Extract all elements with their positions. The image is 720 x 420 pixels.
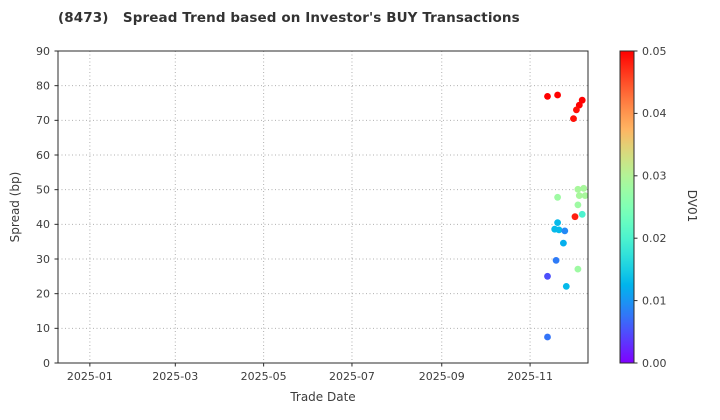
x-tick-label: 2025-11 (507, 370, 553, 383)
x-tick-label: 2025-01 (67, 370, 113, 383)
y-tick-label: 30 (36, 253, 50, 266)
y-tick-label: 20 (36, 287, 50, 300)
y-tick-label: 10 (36, 322, 50, 335)
colorbar-tick-label: 0.00 (642, 357, 667, 370)
colorbar-tick-label: 0.05 (642, 45, 667, 58)
colorbar-tick-label: 0.02 (642, 232, 667, 245)
colorbar (619, 50, 635, 364)
data-point (555, 226, 563, 234)
data-point (554, 91, 561, 99)
colorbar-label: DV01 (685, 189, 699, 223)
data-point (562, 283, 570, 290)
y-axis-label: Spread (bp) (8, 171, 22, 243)
colorbar-tick-label: 0.03 (642, 170, 667, 183)
data-point (571, 213, 579, 221)
colorbar-tick-label: 0.01 (642, 294, 667, 307)
data-point (574, 265, 582, 273)
plot-border (57, 50, 589, 364)
data-point (552, 257, 560, 264)
x-axis-label: Trade Date (290, 390, 356, 404)
y-tick-label: 40 (36, 218, 50, 231)
x-tick-label: 2025-07 (329, 370, 375, 383)
data-point (578, 210, 586, 218)
y-tick-label: 70 (36, 114, 50, 127)
data-point (574, 185, 582, 193)
chart-title: (8473) Spread Trend based on Investor's … (58, 10, 520, 26)
data-point (544, 333, 551, 341)
x-tick-label: 2025-05 (241, 370, 287, 383)
data-point (560, 239, 567, 247)
data-point (570, 115, 577, 122)
data-point (575, 192, 583, 200)
x-tick-label: 2025-09 (419, 370, 465, 383)
data-point (580, 184, 588, 192)
y-tick-label: 90 (36, 45, 50, 58)
data-point (578, 96, 586, 104)
y-tick-label: 0 (43, 357, 50, 370)
data-point (544, 272, 551, 280)
y-tick-label: 50 (36, 183, 50, 196)
data-point (581, 192, 589, 200)
data-point (574, 201, 582, 209)
colorbar-tick-label: 0.04 (642, 107, 667, 120)
data-point (544, 93, 551, 100)
x-tick-label: 2025-03 (152, 370, 198, 383)
data-point (561, 227, 569, 235)
data-point (554, 193, 561, 201)
data-point (554, 219, 561, 227)
y-tick-label: 80 (36, 79, 50, 92)
data-point (573, 106, 580, 114)
y-tick-label: 60 (36, 149, 50, 162)
scatter-points (544, 91, 589, 341)
